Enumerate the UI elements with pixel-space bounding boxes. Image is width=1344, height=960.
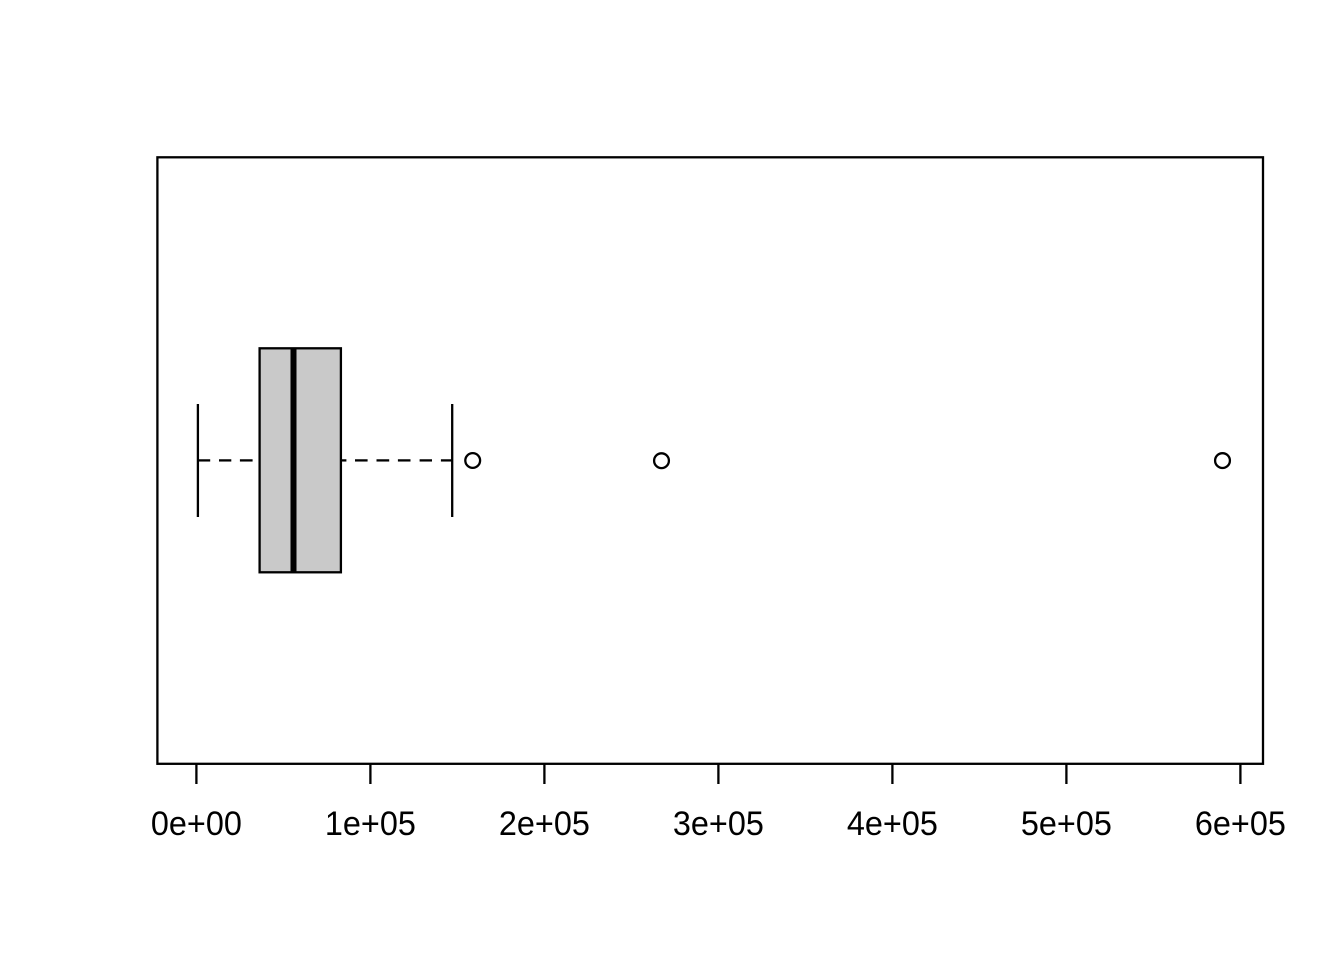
svg-text:4e+05: 4e+05	[847, 805, 938, 843]
svg-text:2e+05: 2e+05	[499, 805, 590, 843]
svg-text:6e+05: 6e+05	[1195, 805, 1286, 843]
svg-text:5e+05: 5e+05	[1021, 805, 1112, 843]
svg-text:1e+05: 1e+05	[325, 805, 416, 843]
svg-text:3e+05: 3e+05	[673, 805, 764, 843]
svg-text:0e+00: 0e+00	[151, 805, 242, 843]
